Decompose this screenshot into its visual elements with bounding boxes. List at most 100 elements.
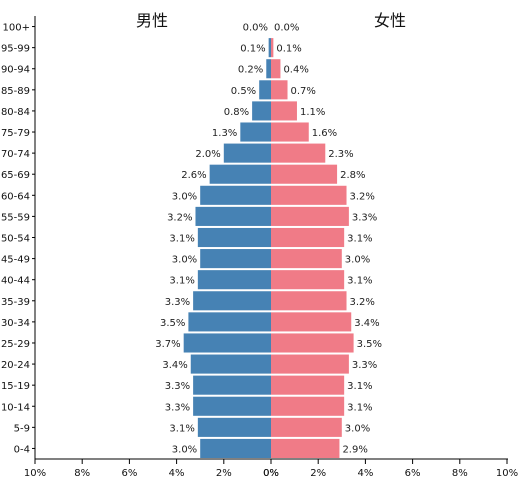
female-value-label-100plus: 0.0%	[274, 23, 299, 34]
male-bar-5-9	[197, 417, 271, 437]
male-bar-55-59	[195, 206, 271, 226]
female-bar-0-4	[271, 438, 340, 458]
male-bar-85-89	[259, 80, 271, 100]
age-label-10-14: 10-14	[1, 402, 30, 413]
male-bar-95-99	[268, 38, 271, 58]
male-value-label-40-44: 3.1%	[169, 276, 194, 287]
female-value-label-60-64: 3.2%	[350, 191, 375, 202]
male-bar-25-29	[183, 333, 271, 353]
x-tick-label-left-5: 0%	[263, 468, 279, 479]
age-label-15-19: 15-19	[1, 381, 30, 392]
age-label-25-29: 25-29	[1, 339, 30, 350]
x-tick-label-right-0: 0%	[263, 468, 279, 479]
female-value-label-70-74: 2.3%	[328, 149, 353, 160]
female-value-label-50-54: 3.1%	[347, 234, 372, 245]
female-value-label-90-94: 0.4%	[283, 65, 308, 76]
age-label-5-9: 5-9	[14, 423, 30, 434]
male-bar-45-49	[200, 249, 271, 269]
bars-group	[183, 38, 354, 458]
age-label-55-59: 55-59	[1, 212, 30, 223]
female-value-label-95-99: 0.1%	[276, 44, 301, 55]
female-side-title: 女性	[374, 11, 406, 30]
x-tick-label-right-2: 4%	[357, 468, 373, 479]
female-value-label-80-84: 1.1%	[300, 107, 325, 118]
male-value-label-70-74: 2.0%	[195, 149, 220, 160]
female-bar-20-24	[271, 354, 349, 374]
age-label-100plus: 100+	[3, 23, 30, 34]
age-label-50-54: 50-54	[1, 234, 30, 245]
female-bar-10-14	[271, 396, 345, 416]
age-label-75-79: 75-79	[1, 128, 30, 139]
age-label-80-84: 80-84	[1, 107, 30, 118]
female-bar-50-54	[271, 227, 345, 248]
male-bar-90-94	[266, 59, 271, 79]
female-value-label-25-29: 3.5%	[357, 339, 382, 350]
age-label-90-94: 90-94	[1, 65, 30, 76]
male-bar-30-34	[188, 312, 271, 332]
x-tick-label-right-3: 6%	[405, 468, 421, 479]
x-axis: 10% 8% 6% 4% 2% 0%0% 2% 4% 6% 8% 10%	[24, 458, 518, 479]
male-value-label-75-79: 1.3%	[212, 128, 237, 139]
female-bar-65-69	[271, 164, 338, 184]
male-bar-75-79	[240, 122, 271, 142]
female-bar-30-34	[271, 312, 352, 332]
female-bar-60-64	[271, 185, 347, 205]
female-value-label-20-24: 3.3%	[352, 360, 377, 371]
female-bar-25-29	[271, 333, 354, 353]
female-bar-75-79	[271, 122, 309, 142]
data-labels-group: 3.0% 2.9% 3.1% 3.0% 3.3% 3.1% 3.3% 3.1% 3.4% 3.3%…	[155, 23, 382, 456]
x-tick-label-left-3: 4%	[169, 468, 185, 479]
male-value-label-50-54: 3.1%	[169, 234, 194, 245]
male-value-label-10-14: 3.3%	[165, 402, 190, 413]
male-bar-50-54	[197, 227, 271, 248]
x-tick-label-left-2: 6%	[121, 468, 137, 479]
y-axis: 0-4 5-9 10-14 15-19 20-24 25-29 30-34 35-39 40-4…	[1, 16, 36, 459]
male-value-label-55-59: 3.2%	[167, 212, 192, 223]
age-label-60-64: 60-64	[1, 191, 30, 202]
male-bar-35-39	[193, 291, 271, 311]
male-value-label-60-64: 3.0%	[172, 191, 197, 202]
male-value-label-100plus: 0.0%	[243, 23, 268, 34]
male-value-label-25-29: 3.7%	[155, 339, 180, 350]
male-bar-65-69	[209, 164, 271, 184]
age-label-45-49: 45-49	[1, 255, 30, 266]
female-bar-35-39	[271, 291, 347, 311]
female-bar-95-99	[271, 38, 274, 58]
male-value-label-15-19: 3.3%	[165, 381, 190, 392]
age-label-30-34: 30-34	[1, 318, 30, 329]
male-value-label-30-34: 3.5%	[160, 318, 185, 329]
male-bar-60-64	[200, 185, 271, 205]
female-bar-40-44	[271, 270, 345, 290]
age-label-95-99: 95-99	[1, 44, 30, 55]
male-bar-80-84	[252, 101, 271, 121]
female-value-label-40-44: 3.1%	[347, 276, 372, 287]
x-tick-label-right-4: 8%	[452, 468, 468, 479]
male-value-label-85-89: 0.5%	[231, 86, 256, 97]
age-label-40-44: 40-44	[1, 276, 30, 287]
male-bar-40-44	[197, 270, 271, 290]
male-bar-15-19	[193, 375, 271, 395]
x-tick-label-left-0: 10%	[24, 468, 46, 479]
age-label-70-74: 70-74	[1, 149, 30, 160]
x-tick-label-right-5: 10%	[496, 468, 518, 479]
x-tick-label-left-4: 2%	[216, 468, 232, 479]
male-value-label-5-9: 3.1%	[169, 423, 194, 434]
age-label-20-24: 20-24	[1, 360, 30, 371]
female-bar-45-49	[271, 249, 342, 269]
male-value-label-0-4: 3.0%	[172, 444, 197, 455]
male-bar-70-74	[223, 143, 271, 163]
female-value-label-0-4: 2.9%	[342, 444, 367, 455]
male-value-label-80-84: 0.8%	[224, 107, 249, 118]
female-bar-15-19	[271, 375, 345, 395]
age-label-0-4: 0-4	[14, 444, 30, 455]
female-value-label-65-69: 2.8%	[340, 170, 365, 181]
female-bar-90-94	[271, 59, 281, 79]
female-value-label-85-89: 0.7%	[291, 86, 316, 97]
age-label-85-89: 85-89	[1, 86, 30, 97]
female-bar-5-9	[271, 417, 342, 437]
female-bar-85-89	[271, 80, 288, 100]
male-value-label-95-99: 0.1%	[240, 44, 265, 55]
female-bar-55-59	[271, 206, 349, 226]
female-value-label-10-14: 3.1%	[347, 402, 372, 413]
